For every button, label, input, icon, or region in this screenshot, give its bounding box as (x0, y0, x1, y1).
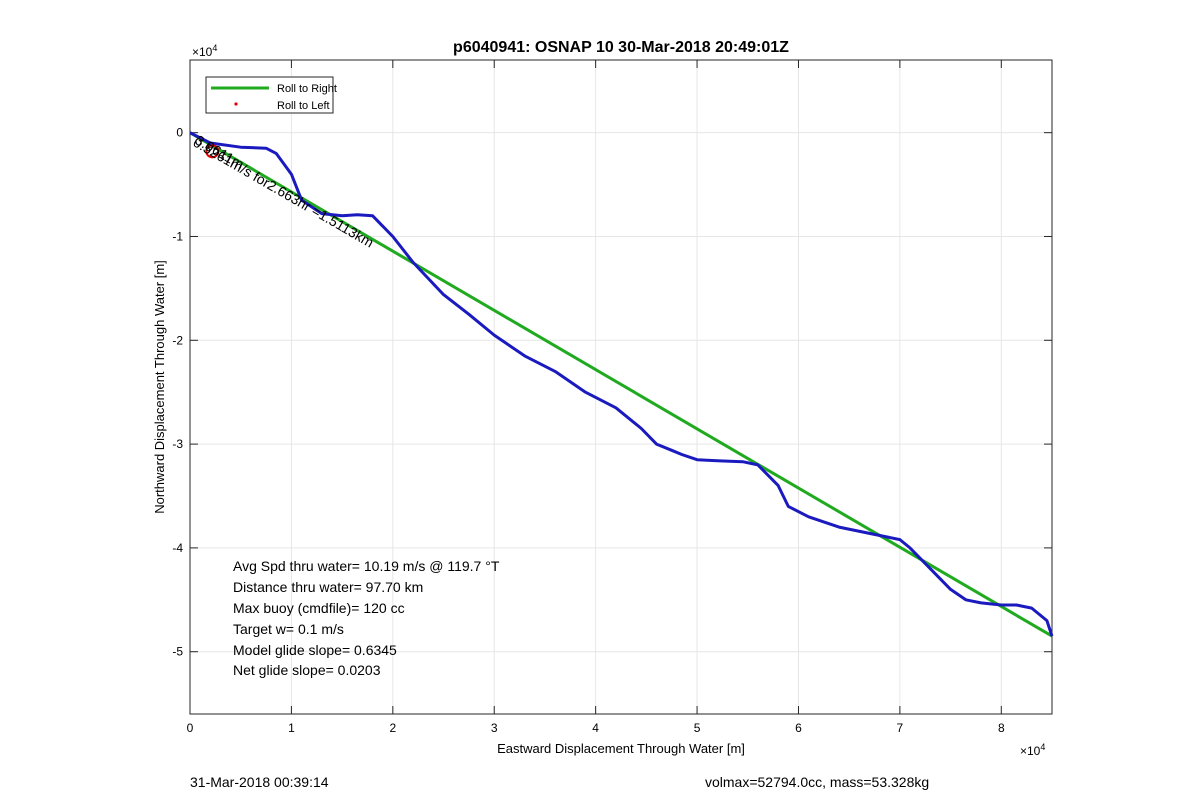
y-exponent-base: ×10 (192, 45, 213, 59)
x-tick-label: 0 (187, 721, 194, 735)
series-lines (189, 131, 1054, 638)
legend-label-roll-right: Roll to Right (277, 83, 337, 95)
stat-distance: Distance thru water= 97.70 km (233, 579, 423, 595)
x-tick-label: 4 (592, 721, 599, 735)
plot-frame (189, 59, 1053, 715)
stat-net-glide: Net glide slope= 0.0203 (233, 662, 381, 678)
y-tick-label: -5 (172, 645, 183, 659)
y-tick-label: 0 (176, 126, 183, 140)
y-exponent-power: 4 (212, 43, 217, 53)
x-tick-label: 2 (389, 721, 396, 735)
y-tick-label: -4 (172, 541, 183, 555)
chart-title: p6040941: OSNAP 10 30-Mar-2018 20:49:01Z (453, 39, 789, 56)
stat-target-w: Target w= 0.1 m/s (233, 621, 344, 637)
x-exponent-power: 4 (1040, 742, 1045, 752)
y-axis-label: Northward Displacement Through Water [m] (152, 260, 167, 514)
y-tick-label: -3 (172, 437, 183, 451)
y-exponent: ×104 (192, 43, 217, 59)
x-tick-label: 1 (288, 721, 295, 735)
x-tick-label: 3 (491, 721, 498, 735)
x-tick-label: 8 (998, 721, 1005, 735)
x-exponent-base: ×10 (1020, 744, 1041, 758)
x-axis-label: Eastward Displacement Through Water [m] (497, 741, 745, 756)
y-tick-label: -2 (172, 333, 183, 347)
series-line-blue (189, 131, 1054, 637)
x-tick-label: 5 (694, 721, 701, 735)
stats-block: Avg Spd thru water= 10.19 m/s @ 119.7 °T… (233, 558, 500, 678)
stat-model-glide: Model glide slope= 0.6345 (233, 642, 397, 658)
x-exponent: ×104 (1020, 742, 1045, 758)
legend-swatch-roll-left (234, 102, 238, 106)
y-tick-label: -1 (172, 229, 183, 243)
tick-marks (189, 60, 1052, 714)
stat-max-buoy: Max buoy (cmdfile)= 120 cc (233, 600, 405, 616)
x-tick-labels: 0 1 2 3 4 5 6 7 8 (187, 721, 1005, 735)
stat-avg-speed: Avg Spd thru water= 10.19 m/s @ 119.7 °T (233, 558, 500, 574)
legend: Roll to Right Roll to Left (205, 76, 337, 114)
footer-volmax-mass: volmax=52794.0cc, mass=53.328kg (705, 774, 930, 790)
y-tick-labels: 0 -1 -2 -3 -4 -5 (172, 126, 183, 659)
legend-box (205, 76, 334, 114)
footer-timestamp: 31-Mar-2018 00:39:14 (190, 774, 329, 790)
marker-circle (205, 144, 220, 159)
x-tick-label: 6 (795, 721, 802, 735)
legend-label-roll-left: Roll to Left (277, 100, 330, 112)
x-tick-label: 7 (897, 721, 904, 735)
series-line-green (189, 131, 1053, 638)
